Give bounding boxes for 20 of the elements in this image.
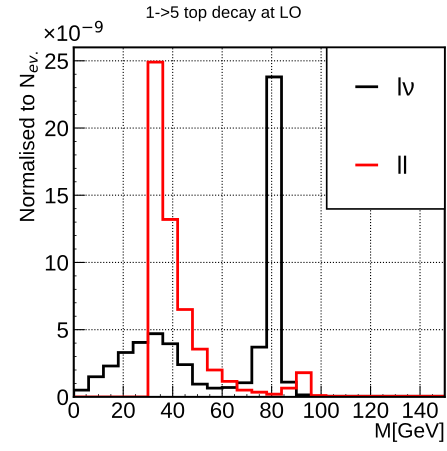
x-axis-title: M[GeV] xyxy=(376,422,444,442)
legend-label: ll xyxy=(398,156,406,174)
y-tick-label: 15 xyxy=(46,188,68,204)
x-tick-label: 60 xyxy=(210,402,234,418)
legend-label: lν xyxy=(398,77,414,96)
x-tick-label: 100 xyxy=(304,402,339,418)
x-tick-label: 80 xyxy=(260,402,284,418)
x-tick-label: 120 xyxy=(354,402,388,418)
y-tick-label: 5 xyxy=(57,322,68,338)
y-tick-label: 0 xyxy=(57,389,68,406)
y-axis-title: Normalised to N$_{ev.}$ xyxy=(19,52,38,221)
y-tick-label: 25 xyxy=(45,53,68,70)
x-tick-label: 0 xyxy=(68,402,80,418)
text: ×10$^{−9}$ xyxy=(44,20,103,42)
chart-title: 1->5 top decay at LO xyxy=(146,6,301,22)
x-tick-label: 140 xyxy=(403,402,438,418)
x-tick-label: 20 xyxy=(112,402,135,418)
x-tick-label: 40 xyxy=(160,402,184,418)
y-tick-label: 10 xyxy=(46,254,68,271)
y-tick-label: 20 xyxy=(45,120,68,136)
